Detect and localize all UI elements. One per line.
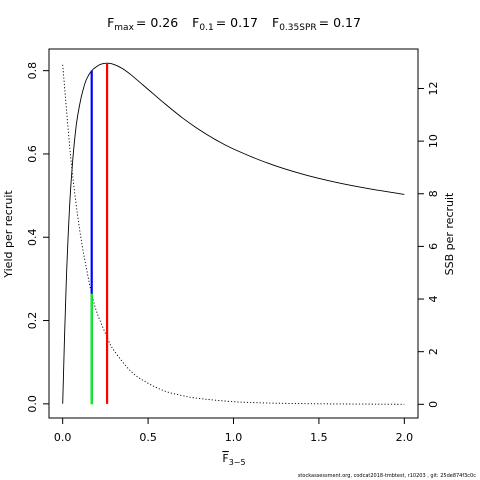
y-right-tick-label: 8: [427, 190, 440, 197]
y-axis-right: 0 2 4 6 8 10 12: [418, 81, 440, 408]
x-tick-label: 1.5: [310, 431, 328, 444]
y-left-tick-label: 0.8: [26, 62, 39, 80]
chart-title: Fmax = 0.26 F0.1 = 0.17 F0.35SPR = 0.17: [107, 15, 361, 33]
y-axis-right-label: SSB per recruit: [443, 192, 456, 275]
y-right-tick-label: 2: [427, 348, 440, 355]
title-value: = 0.17: [319, 15, 361, 30]
title-subscript: 0.35SPR: [279, 23, 316, 33]
plot-frame: [48, 48, 419, 419]
x-tick-label: 1.0: [225, 431, 243, 444]
y-right-tick-label: 12: [427, 81, 440, 95]
reference-lines: [90, 63, 109, 405]
title-symbol: F: [192, 15, 199, 30]
y-left-tick-label: 0.0: [26, 395, 39, 413]
ssb-curve: [62, 64, 405, 405]
y-left-tick-label: 0.6: [26, 145, 39, 163]
y-left-tick-label: 0.2: [26, 312, 39, 330]
title-value: = 0.26: [136, 15, 178, 30]
x-label-subscript: 3−5: [229, 458, 246, 467]
title-symbol: F: [272, 15, 279, 30]
series-layer: [62, 62, 405, 405]
footer-text: stockassessment.org, codcat2018-tmbtest,…: [298, 473, 476, 479]
x-axis: 0.0 0.5 1.0 1.5 2.0: [54, 418, 413, 444]
x-axis-label: F3−5: [222, 452, 245, 467]
y-right-tick-label: 6: [427, 243, 440, 250]
title-subscript: max: [114, 23, 134, 33]
y-axis-left: 0.0 0.2 0.4 0.6 0.8: [26, 62, 49, 413]
title-symbol: F: [107, 15, 114, 30]
y-right-tick-label: 10: [427, 134, 440, 148]
y-left-tick-label: 0.4: [26, 228, 39, 246]
x-tick-label: 0.5: [139, 431, 157, 444]
title-value: = 0.17: [216, 15, 258, 30]
y-right-tick-label: 4: [427, 296, 440, 303]
y-axis-left-label: Yield per recruit: [2, 190, 15, 279]
y-right-tick-label: 0: [427, 401, 440, 408]
title-subscript: 0.1: [199, 23, 213, 33]
x-label-symbol: F: [222, 452, 228, 465]
yield-curve: [62, 62, 405, 404]
x-tick-label: 2.0: [396, 431, 414, 444]
x-tick-label: 0.0: [54, 431, 72, 444]
